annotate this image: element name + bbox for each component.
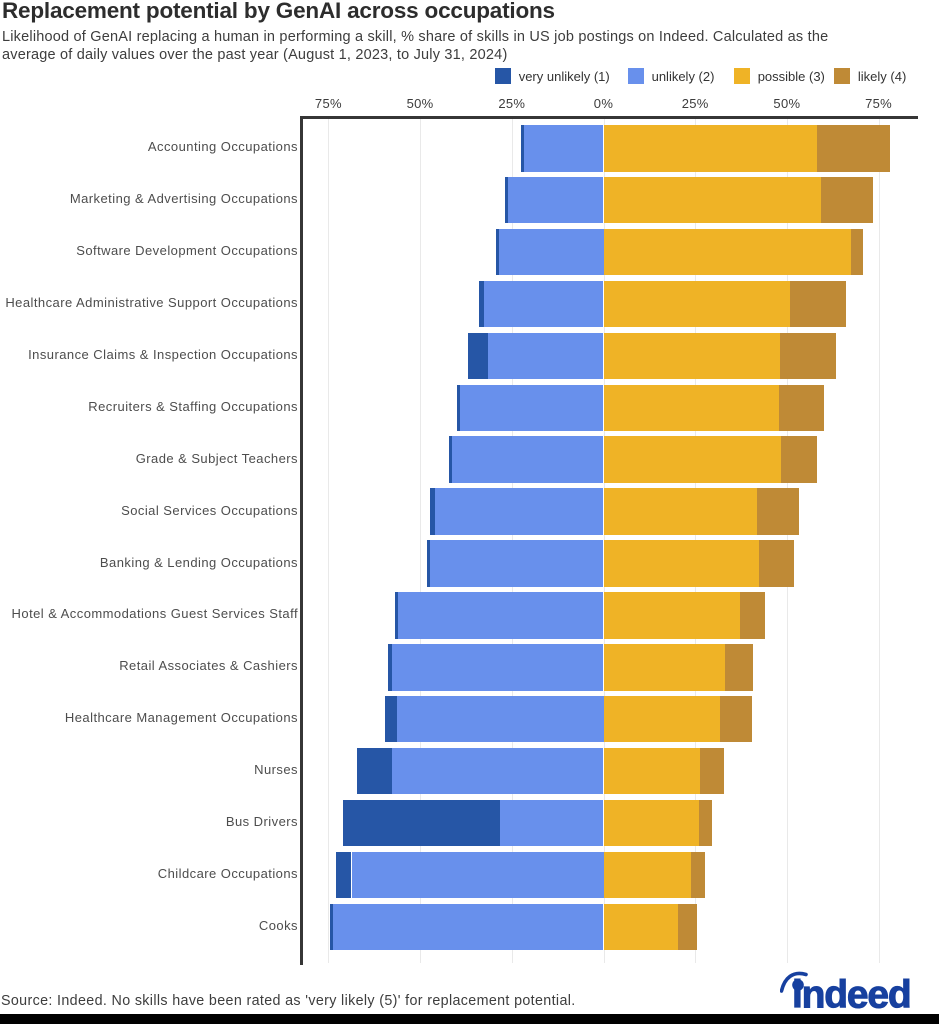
svg-text:indeed: indeed (792, 974, 910, 1015)
